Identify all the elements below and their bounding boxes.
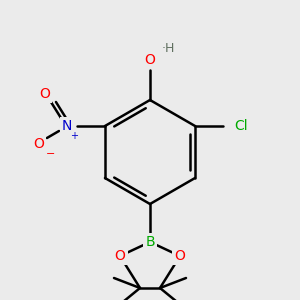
Text: O: O bbox=[145, 53, 155, 67]
Text: Cl: Cl bbox=[234, 119, 248, 133]
Text: +: + bbox=[70, 131, 78, 141]
Text: B: B bbox=[145, 235, 155, 249]
Text: O: O bbox=[175, 249, 185, 263]
Text: O: O bbox=[115, 249, 125, 263]
Text: O: O bbox=[40, 87, 50, 101]
Text: O: O bbox=[34, 137, 44, 151]
Text: ·H: ·H bbox=[162, 41, 175, 55]
Text: −: − bbox=[46, 149, 56, 159]
Text: N: N bbox=[62, 119, 72, 133]
